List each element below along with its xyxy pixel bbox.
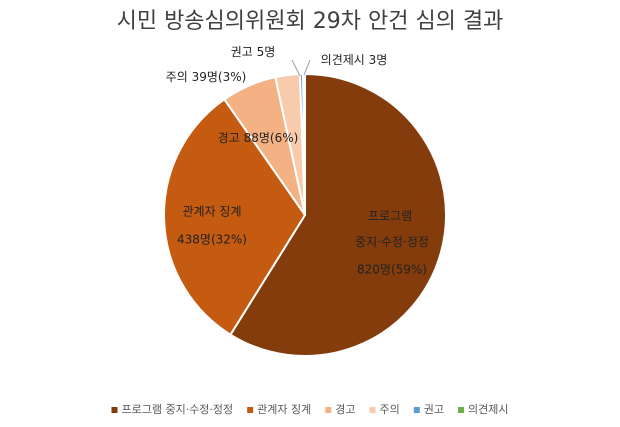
slice-category: 주의	[166, 70, 188, 84]
legend-label: 관계자 징계	[257, 403, 311, 416]
pie-slice	[229, 72, 447, 357]
slice-category: 관계자 징계	[182, 205, 241, 219]
leader-line	[291, 59, 301, 77]
slice-value: 39명(3%)	[192, 70, 247, 84]
slice-label: 주의 39명(3%)	[166, 70, 247, 84]
slice-value: 820명(59%)	[357, 263, 427, 277]
legend-swatch	[369, 407, 376, 413]
legend-swatch	[111, 407, 118, 413]
slice-value: 5명	[257, 45, 276, 59]
legend: 프로그램 중지·수정·정정 관계자 징계 경고 주의 권고 의견제시	[111, 403, 509, 416]
legend-label: 주의	[380, 403, 400, 416]
slice-category: 의견제시	[321, 53, 365, 67]
legend-label: 프로그램 중지·수정·정정	[121, 403, 233, 416]
chart-title: 시민 방송심의위원회 29차 안건 심의 결과	[117, 9, 504, 34]
legend-swatch	[413, 407, 420, 413]
leader-line	[303, 59, 311, 76]
slice-category: 권고	[231, 45, 253, 59]
pie-slice	[163, 97, 307, 337]
legend-swatch	[458, 407, 465, 413]
slice-label: 의견제시 3명	[321, 53, 388, 67]
legend-swatch	[247, 407, 254, 413]
slice-value: 3명	[369, 53, 388, 67]
legend-label: 의견제시	[468, 403, 508, 416]
slice-category: 프로그램 중지·수정·정정	[355, 209, 429, 249]
slice-label: 권고 5명	[231, 45, 276, 59]
slice-category: 경고	[218, 131, 240, 145]
slice-value: 438명(32%)	[177, 233, 247, 247]
legend-label: 권고	[424, 403, 444, 416]
slice-value: 88명(6%)	[244, 131, 299, 145]
legend-swatch	[325, 407, 332, 413]
slice-label: 경고 88명(6%)	[218, 131, 299, 145]
legend-label: 경고	[335, 403, 355, 416]
